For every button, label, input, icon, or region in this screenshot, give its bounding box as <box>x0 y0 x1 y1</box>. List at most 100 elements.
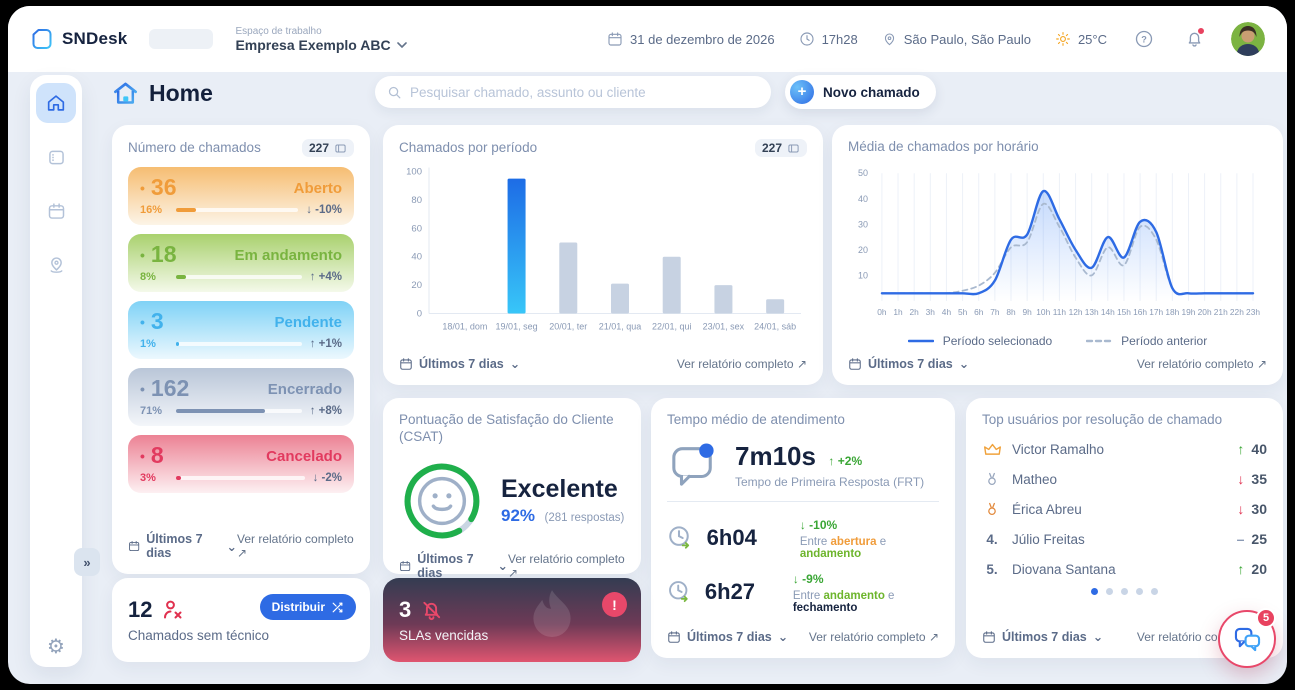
carousel-dot[interactable] <box>1091 587 1098 595</box>
sidebar-item-locations[interactable] <box>36 245 76 285</box>
csat-percent: 92% <box>501 506 536 526</box>
svg-text:24/01, sáb: 24/01, sáb <box>754 322 796 332</box>
user-rank <box>982 471 1002 488</box>
status-percent: 1% <box>140 338 156 350</box>
workspace-label: Espaço de trabalho <box>235 25 322 37</box>
report-link[interactable]: Ver relatório completo ↗ <box>808 629 939 644</box>
svg-text:80: 80 <box>411 195 422 206</box>
sidebar-item-tickets[interactable] <box>36 137 76 177</box>
status-progress-bar <box>176 208 299 212</box>
topbar-weather: 25°C <box>1055 31 1107 47</box>
status-label: Pendente <box>274 313 342 331</box>
new-ticket-button[interactable]: + Novo chamado <box>785 75 936 109</box>
flame-icon <box>533 590 571 638</box>
user-trend-icon: ↓ <box>1237 471 1245 488</box>
status-list: • 36 Aberto 16% ↓ -10% • 18 Em andamento 8… <box>128 167 354 493</box>
period-selector[interactable]: Últimos 7 dias ⌄ <box>399 552 508 580</box>
search-input[interactable] <box>410 84 759 100</box>
bar-chart: 0 20 40 60 80 100 18/01, dom 19/01, seg 20/01, t… <box>399 161 807 348</box>
svg-text:19h: 19h <box>1182 307 1196 317</box>
user-row: Matheo ↓ 35 <box>982 469 1267 490</box>
chat-fab-button[interactable]: 5 <box>1218 608 1276 668</box>
carousel-dot[interactable] <box>1106 587 1113 595</box>
sidebar-item-calendar[interactable] <box>36 191 76 231</box>
notifications-button[interactable] <box>1181 26 1207 52</box>
user-rank <box>982 442 1002 457</box>
svg-text:23/01, sex: 23/01, sex <box>703 322 745 332</box>
chevron-down-icon: ⌄ <box>497 559 508 574</box>
distribute-button[interactable]: Distribuir <box>259 594 356 620</box>
carousel-dots <box>982 587 1267 595</box>
metric-caption: Entre abertura e andamento <box>799 535 887 560</box>
user-name: Júlio Freitas <box>1012 531 1085 547</box>
user-value: 35 <box>1251 471 1267 488</box>
carousel-dot[interactable] <box>1151 587 1158 595</box>
sidebar-expand-button[interactable]: » <box>74 548 100 576</box>
user-name: Érica Abreu <box>1012 501 1082 517</box>
sidebar-item-home[interactable] <box>36 83 76 123</box>
status-row-em-andamento[interactable]: • 18 Em andamento 8% ↑ +4% <box>128 234 354 292</box>
svg-text:20: 20 <box>411 280 422 291</box>
period-selector[interactable]: Últimos 7 dias ⌄ <box>848 356 969 371</box>
svg-text:4h: 4h <box>942 307 952 317</box>
topbar-date: 31 de dezembro de 2026 <box>607 31 775 47</box>
bell-slash-icon <box>423 601 441 620</box>
frt-trend: ↑ +2% <box>828 453 863 468</box>
clock-icon <box>800 32 814 46</box>
workspace-selector[interactable]: Espaço de trabalho Empresa Exemplo ABC <box>235 25 407 53</box>
card-slas: 3 SLAs vencidas ! <box>383 578 641 662</box>
medal-icon <box>988 472 996 485</box>
frt-caption: Tempo de Primeira Resposta (FRT) <box>735 474 925 489</box>
svg-text:17h: 17h <box>1149 307 1163 317</box>
user-rank <box>982 501 1002 518</box>
status-value: • 3 <box>140 308 164 334</box>
calendar-icon <box>400 560 411 571</box>
svg-text:0: 0 <box>417 309 422 320</box>
user-row: 4. Júlio Freitas – 25 <box>982 529 1267 550</box>
svg-text:22h: 22h <box>1230 307 1244 317</box>
report-link[interactable]: Ver relatório completo ↗ <box>676 356 807 371</box>
status-row-cancelado[interactable]: • 8 Cancelado 3% ↓ -2% <box>128 435 354 493</box>
carousel-dot[interactable] <box>1121 587 1128 595</box>
report-link[interactable]: Ver relatório completo ↗ <box>237 532 354 560</box>
user-value: 20 <box>1251 561 1267 578</box>
medal-icon <box>988 502 996 515</box>
card-hourly-chart: Média de chamados por horário 10 20 30 40 50… <box>832 125 1283 385</box>
csat-rating: Excelente <box>501 475 618 504</box>
period-selector[interactable]: Últimos 7 dias ⌄ <box>667 629 788 644</box>
status-row-aberto[interactable]: • 36 Aberto 16% ↓ -10% <box>128 167 354 225</box>
avatar[interactable] <box>1231 22 1265 56</box>
svg-text:60: 60 <box>411 223 422 234</box>
card-title: Média de chamados por horário <box>848 139 1039 154</box>
card-title: Número de chamados <box>128 139 261 155</box>
svg-text:3h: 3h <box>926 307 936 317</box>
user-rank: 5. <box>986 561 998 577</box>
carousel-dot[interactable] <box>1136 587 1143 595</box>
period-selector[interactable]: Últimos 7 dias ⌄ <box>399 356 520 371</box>
status-value: • 36 <box>140 174 177 200</box>
chevron-down-icon <box>396 41 407 48</box>
period-selector[interactable]: Últimos 7 dias ⌄ <box>128 532 237 560</box>
svg-text:18h: 18h <box>1165 307 1179 317</box>
settings-button[interactable]: ⚙ <box>47 634 65 659</box>
status-progress-bar <box>176 275 302 279</box>
help-button[interactable]: ? <box>1131 26 1157 52</box>
csat-responses: (281 respostas) <box>544 512 625 525</box>
svg-text:100: 100 <box>406 167 422 178</box>
report-link[interactable]: Ver relatório completo ↗ <box>508 551 625 580</box>
report-link[interactable]: Ver relatório completo ↗ <box>1136 356 1267 371</box>
card-title: Pontuação de Satisfação do Cliente (CSAT… <box>399 412 614 444</box>
status-percent: 3% <box>140 472 156 484</box>
status-row-pendente[interactable]: • 3 Pendente 1% ↑ +1% <box>128 301 354 359</box>
status-label: Aberto <box>293 179 342 197</box>
ticket-icon <box>788 143 799 153</box>
svg-text:23h: 23h <box>1246 307 1260 317</box>
logo-text: SNDesk <box>62 29 128 48</box>
status-row-encerrado[interactable]: • 162 Encerrado 71% ↑ +8% <box>128 368 354 426</box>
user-name: Diovana Santana <box>1012 561 1116 577</box>
svg-text:5h: 5h <box>958 307 968 317</box>
metric-value: 6h04 <box>706 524 757 550</box>
clock-forward-icon <box>669 526 690 549</box>
svg-text:50: 50 <box>858 168 868 178</box>
period-selector[interactable]: Últimos 7 dias ⌄ <box>982 629 1103 644</box>
